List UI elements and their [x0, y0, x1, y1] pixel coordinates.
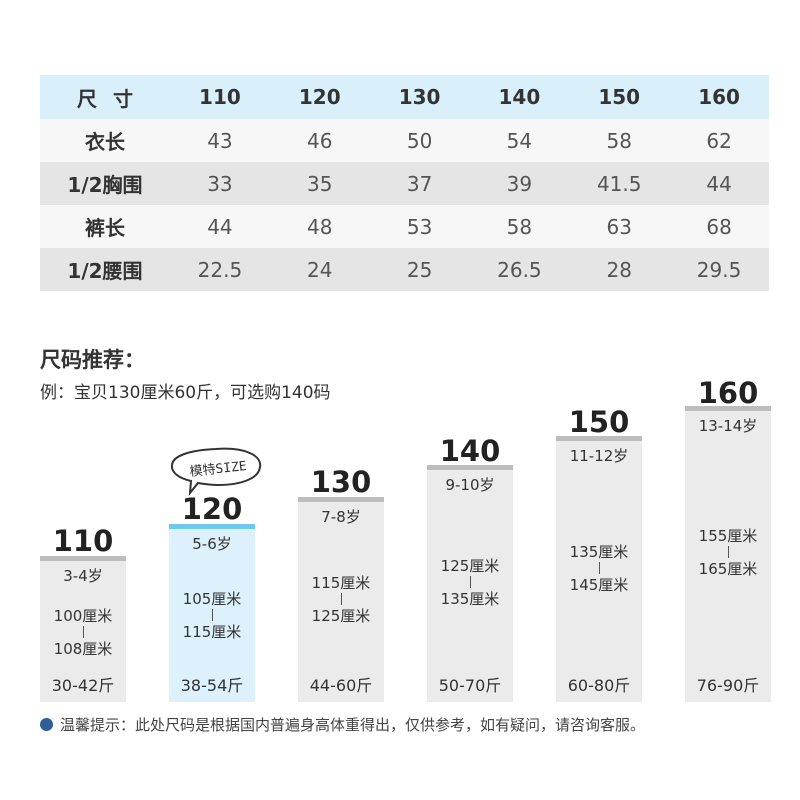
bar-height-divider [470, 576, 471, 588]
size-header-label: 尺寸 [77, 86, 149, 111]
tip-text: 温馨提示：此处尺码是根据国内普遍身高体重得出，仅供参考，如有疑问，请咨询客服。 [60, 716, 646, 734]
bar-age: 11-12岁 [569, 447, 629, 465]
table-row: 1/2腰围 22.5 24 25 26.5 28 29.5 [40, 248, 769, 291]
table-row: 衣长 43 46 50 54 58 62 [40, 119, 769, 162]
table-cell: 44 [669, 162, 769, 205]
recommendation-title: 尺码推荐： [40, 348, 145, 372]
bullet-dot-icon [40, 718, 53, 731]
table-cell: 68 [669, 205, 769, 248]
table-cell: 63 [569, 205, 670, 248]
table-header-cell: 130 [369, 75, 470, 119]
bar-body: 5-6岁 105厘米 115厘米 38-54斤 [169, 524, 255, 702]
table-cell: 53 [369, 205, 470, 248]
bar-size-label: 120 [181, 492, 243, 526]
bar-height-to: 165厘米 [698, 560, 758, 578]
size-bar-120: 120 5-6岁 105厘米 115厘米 38-54斤 [169, 492, 255, 702]
bar-age: 9-10岁 [445, 476, 495, 494]
row-label: 衣长 [40, 119, 170, 162]
table-cell: 44 [170, 205, 270, 248]
table-cell: 39 [469, 162, 570, 205]
bar-age: 5-6岁 [192, 535, 232, 553]
bar-body: 9-10岁 125厘米 135厘米 50-70斤 [427, 465, 513, 702]
bar-height-to: 145厘米 [569, 576, 629, 594]
bar-body: 11-12岁 135厘米 145厘米 60-80斤 [556, 436, 642, 702]
bar-height-divider [83, 626, 84, 638]
bar-size-label: 140 [439, 434, 501, 468]
bar-body: 3-4岁 100厘米 108厘米 30-42斤 [40, 556, 126, 702]
table-header-cell: 150 [569, 75, 670, 119]
table-cell: 33 [170, 162, 270, 205]
bar-size-label: 130 [310, 465, 372, 499]
table-cell: 54 [469, 119, 570, 162]
tip-note: 温馨提示：此处尺码是根据国内普遍身高体重得出，仅供参考，如有疑问，请咨询客服。 [40, 714, 645, 735]
bar-height-divider [341, 593, 342, 605]
bar-height-from: 125厘米 [440, 557, 500, 575]
bar-body: 13-14岁 155厘米 165厘米 76-90斤 [685, 406, 771, 702]
table-cell: 22.5 [170, 248, 270, 291]
table-row: 裤长 44 48 53 58 63 68 [40, 205, 769, 248]
table-cell: 24 [269, 248, 370, 291]
table-header-row: 尺寸 110 120 130 140 150 160 [40, 75, 769, 119]
bar-age: 3-4岁 [63, 567, 103, 585]
table-cell: 41.5 [569, 162, 670, 205]
bar-weight: 44-60斤 [309, 676, 373, 695]
bar-age: 7-8岁 [321, 508, 361, 526]
table-row: 1/2胸围 33 35 37 39 41.5 44 [40, 162, 769, 205]
bar-height-to: 115厘米 [182, 623, 242, 641]
bar-height-divider [728, 546, 729, 558]
bar-height-to: 108厘米 [53, 640, 113, 658]
table-cell: 62 [669, 119, 769, 162]
table-cell: 35 [269, 162, 370, 205]
table-header-cell: 160 [669, 75, 769, 119]
table-cell: 43 [170, 119, 270, 162]
bar-height-from: 105厘米 [182, 590, 242, 608]
bar-height-from: 100厘米 [53, 607, 113, 625]
row-label: 1/2腰围 [40, 248, 170, 291]
model-size-badge: 模特SIZE [166, 445, 266, 497]
table-cell: 29.5 [669, 248, 769, 291]
bar-size-label: 150 [568, 405, 630, 439]
size-bar-160: 160 13-14岁 155厘米 165厘米 76-90斤 [685, 376, 771, 702]
table-header-cell: 140 [469, 75, 570, 119]
table-cell: 46 [269, 119, 370, 162]
bar-weight: 50-70斤 [438, 676, 502, 695]
bar-weight: 76-90斤 [696, 676, 760, 695]
size-bar-150: 150 11-12岁 135厘米 145厘米 60-80斤 [556, 405, 642, 702]
table-cell: 58 [569, 119, 670, 162]
bar-weight: 60-80斤 [567, 676, 631, 695]
bar-height-from: 135厘米 [569, 543, 629, 561]
table-cell: 26.5 [469, 248, 570, 291]
bar-weight: 30-42斤 [51, 676, 115, 695]
bar-age: 13-14岁 [698, 417, 758, 435]
bar-size-label: 160 [697, 376, 759, 410]
recommendation-example: 例：宝贝130厘米60斤，可选购140码 [40, 383, 331, 403]
bar-height-to: 135厘米 [440, 590, 500, 608]
table-cell: 48 [269, 205, 370, 248]
table-cell: 25 [369, 248, 470, 291]
table-cell: 58 [469, 205, 570, 248]
table-cell: 50 [369, 119, 470, 162]
row-label: 1/2胸围 [40, 162, 170, 205]
size-bar-110: 110 3-4岁 100厘米 108厘米 30-42斤 [40, 520, 126, 702]
size-bar-140: 140 9-10岁 125厘米 135厘米 50-70斤 [427, 434, 513, 702]
bar-height-from: 115厘米 [311, 574, 371, 592]
speech-bubble-icon [170, 447, 262, 497]
table-header-cell: 120 [269, 75, 370, 119]
bar-height-to: 125厘米 [311, 607, 371, 625]
table-cell: 28 [569, 248, 670, 291]
size-bar-130: 130 7-8岁 115厘米 125厘米 44-60斤 [298, 465, 384, 702]
bar-body: 7-8岁 115厘米 125厘米 44-60斤 [298, 497, 384, 702]
size-table: 尺寸 110 120 130 140 150 160 衣长 43 46 50 5… [40, 75, 769, 291]
table-header-cell: 110 [170, 75, 270, 119]
bar-weight: 38-54斤 [180, 676, 244, 695]
bar-height-divider [212, 609, 213, 621]
bar-size-label: 110 [52, 524, 114, 558]
row-label: 裤长 [40, 205, 170, 248]
bar-height-from: 155厘米 [698, 527, 758, 545]
bar-height-divider [599, 562, 600, 574]
table-cell: 37 [369, 162, 470, 205]
table-header-cell: 尺寸 [40, 75, 170, 119]
